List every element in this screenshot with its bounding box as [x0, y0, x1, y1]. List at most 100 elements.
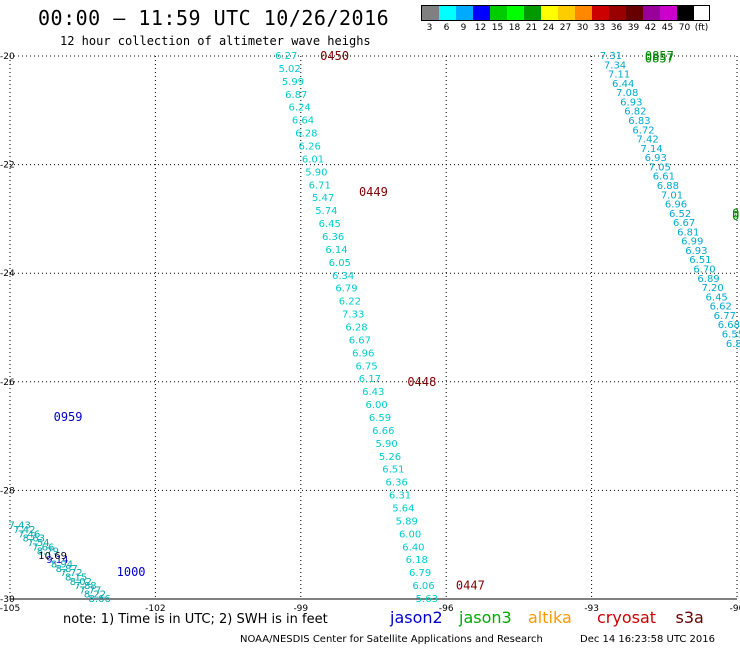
swh-value-label: 6.34 — [332, 271, 354, 282]
track-jason2: 7.437.427.468.637.547.668.7910.699.148.9… — [9, 410, 146, 605]
swh-value-label: 5.90 — [376, 439, 398, 450]
swh-value-label: 8.63 — [23, 534, 45, 545]
swh-value-label: 7.72 — [60, 568, 82, 579]
satellite-jason3: jason3 — [459, 608, 512, 627]
pass-time-label: 0857 — [645, 52, 674, 66]
y-tick-label: -22 — [0, 161, 15, 171]
swh-value-label: 6.43 — [362, 387, 384, 398]
legend-label: 3 — [426, 23, 433, 33]
axis-ticks: -105 -102 -99 -96 -93 -90 -20 -22 -24 -26 -28 -30 — [0, 52, 740, 614]
swh-value-label: 6.82 — [624, 107, 646, 118]
swh-value-label: 6.40 — [402, 542, 424, 553]
legend-swatch — [507, 6, 524, 20]
track-cryosat: 6.27 5.02 5.99 6.87 6.24 6.64 6.28 6.266.01 5.90… — [275, 49, 485, 605]
swh-value-label: 6.81 — [726, 339, 740, 350]
swh-value-label: 6.00 — [399, 529, 421, 540]
legend-label: 27 — [559, 23, 572, 33]
swh-value-label: 7.43 — [9, 521, 31, 532]
satellite-s3a: s3a — [675, 608, 704, 627]
swh-value-label: 6.83 — [628, 116, 650, 127]
legend-label: 36 — [610, 23, 623, 33]
track-jason3: 7.317.347.116.447.086.936.826.836.727.42… — [600, 49, 740, 350]
swh-value-label: 6.79 — [409, 568, 431, 579]
swh-value-label: 6.75 — [355, 361, 377, 372]
swh-value-label: 6.96 — [352, 348, 374, 359]
swh-value-label: 5.47 — [312, 193, 334, 204]
swh-value-label: 6.61 — [653, 172, 675, 183]
swh-value-label: 7.05 — [649, 162, 671, 173]
swh-value-label: 6.71 — [309, 180, 331, 191]
swh-value-label: 7.77 — [79, 585, 101, 596]
y-tick-label: -28 — [0, 486, 15, 496]
swh-value-label: 6.22 — [339, 297, 361, 308]
swh-value-label: 5.99 — [282, 77, 304, 88]
legend-label: 6 — [443, 23, 450, 33]
swh-value-label: 8.66 — [89, 594, 111, 605]
swh-value-label: 6.18 — [406, 555, 428, 566]
legend-label: (ft) — [694, 23, 709, 33]
swh-value-label: 6.96 — [665, 200, 687, 211]
swh-value-label: 6.67 — [349, 335, 371, 346]
legend-label: 42 — [644, 23, 657, 33]
swh-value-label: 7.42 — [636, 135, 658, 146]
legend-label: 45 — [661, 23, 674, 33]
swh-value-label: 6.28 — [295, 129, 317, 140]
legend-label: 70 — [678, 23, 691, 33]
pass-time-label: 085 — [732, 209, 740, 223]
swh-value-label: 7.42 — [13, 525, 35, 536]
satellite-cryosat: cryosat — [597, 608, 657, 627]
swh-value-label: 6.28 — [345, 323, 367, 334]
pass-time-label: 0450 — [320, 49, 349, 63]
swh-value-label: 6.52 — [669, 209, 691, 220]
swh-value-label: 7.66 — [32, 542, 54, 553]
swh-value-label: 7.31 — [600, 51, 622, 62]
swh-value-label: 5.89 — [396, 516, 418, 527]
swh-value-label: 10.69 — [38, 551, 67, 562]
legend-label: 30 — [576, 23, 589, 33]
swh-value-label: 8.15 — [65, 572, 87, 583]
legend-swatch — [456, 6, 473, 20]
swh-value-label: 6.64 — [292, 116, 314, 127]
legend-label: 33 — [593, 23, 606, 33]
swh-value-label: 6.51 — [382, 465, 404, 476]
swh-value-label: 6.05 — [329, 258, 351, 269]
legend-swatch — [609, 6, 626, 20]
pass-time-label: 0449 — [359, 185, 388, 199]
satellite-jason2: jason2 — [390, 608, 443, 627]
legend-swatch — [592, 6, 609, 20]
swh-value-label: 6.24 — [289, 103, 311, 114]
pass-time-label: 0447 — [456, 578, 485, 592]
legend-swatch — [660, 6, 677, 20]
pass-time-label: 0959 — [54, 410, 83, 424]
swh-value-label: 6.68 — [718, 320, 740, 331]
y-tick-label: -26 — [0, 378, 15, 388]
legend-swatch — [490, 6, 507, 20]
swh-value-label: 7.01 — [661, 190, 683, 201]
swh-value-label: 9.14 — [46, 555, 68, 566]
swh-value-label: 5.26 — [379, 452, 401, 463]
swh-value-label: 5.02 — [278, 64, 300, 75]
legend-swatch — [643, 6, 660, 20]
swh-value-label: 6.44 — [612, 79, 634, 90]
legend-label: 9 — [460, 23, 467, 33]
swh-value-label: 6.01 — [302, 154, 324, 165]
swh-value-label: 6.26 — [299, 142, 321, 153]
legend-label: 24 — [542, 23, 555, 33]
swh-value-label: 6.66 — [372, 426, 394, 437]
swh-value-label: 6.79 — [335, 284, 357, 295]
satellite-altika: altika — [528, 608, 572, 627]
swh-value-label: 7.14 — [641, 144, 663, 155]
swh-value-label: 6.06 — [412, 581, 434, 592]
footer-note: note: 1) Time is in UTC; 2) SWH is in fe… — [63, 612, 328, 627]
swh-value-label: 6.51 — [689, 255, 711, 266]
swh-value-label: 6.17 — [359, 374, 381, 385]
swh-value-label: 6.59 — [369, 413, 391, 424]
legend-label: 15 — [491, 23, 504, 33]
swh-value-label: 6.31 — [389, 491, 411, 502]
swh-value-label: 8.87 — [56, 564, 78, 575]
swh-value-label: 7.88 — [74, 581, 96, 592]
swh-value-label: 5.74 — [315, 206, 337, 217]
swh-value-label: 5.90 — [305, 167, 327, 178]
swh-value-label: 6.36 — [386, 478, 408, 489]
swh-value-label: 6.93 — [685, 246, 707, 257]
